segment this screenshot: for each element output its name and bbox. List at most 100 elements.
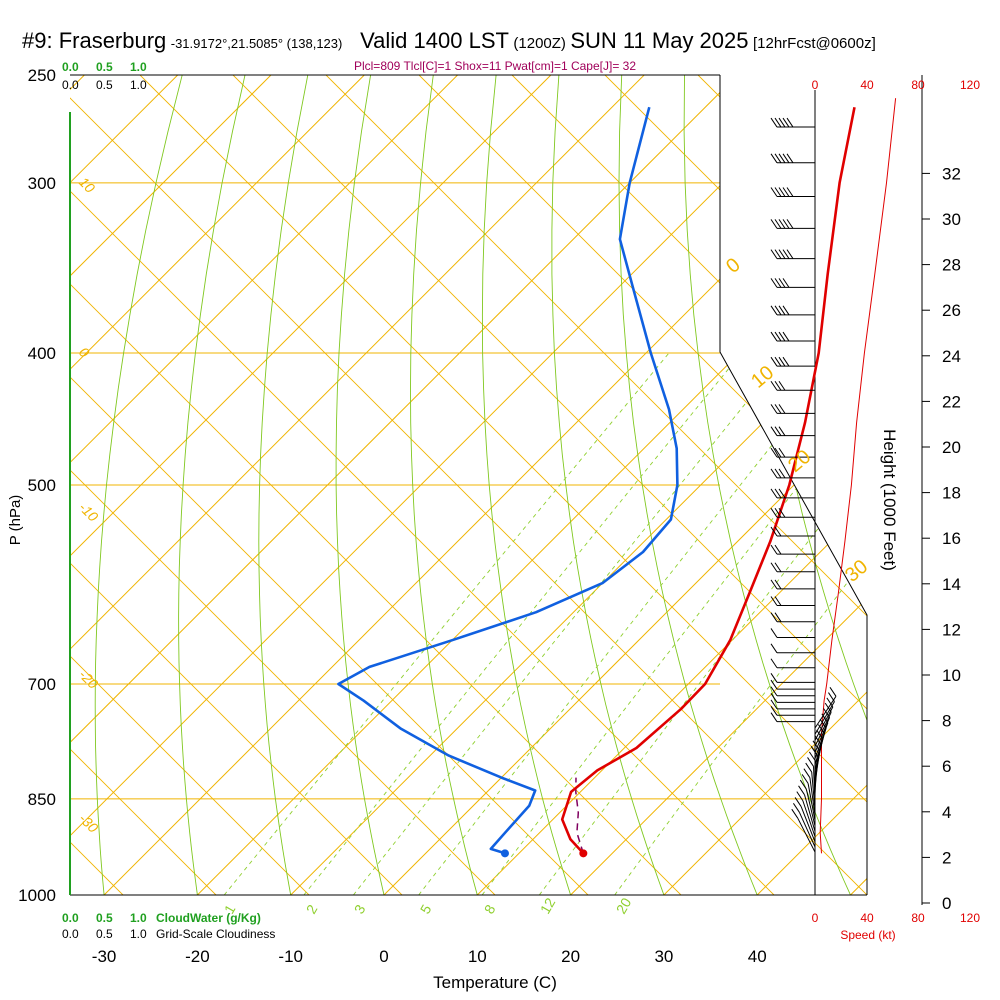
wind-barb — [770, 596, 815, 607]
pressure-tick-label: 250 — [28, 66, 56, 85]
wind-barb — [770, 526, 815, 537]
barb-staff — [814, 717, 831, 753]
cloud-water-scale-label: 0.5 — [96, 911, 113, 925]
mixing-ratio-line — [481, 352, 867, 895]
barb-feather — [770, 219, 778, 229]
cloudiness-scale-label: 0.5 — [96, 927, 113, 941]
barb-feather — [770, 612, 778, 622]
theta-label: 0 — [722, 254, 745, 278]
barb-feather — [770, 562, 778, 573]
barb-staff — [811, 771, 816, 810]
wind-barb — [770, 673, 815, 683]
background-lines — [0, 75, 867, 895]
wind-barb — [770, 380, 815, 391]
isotherm-line — [290, 75, 867, 895]
barb-feather — [801, 774, 809, 784]
barb-feather — [778, 278, 786, 288]
barb-staff — [800, 806, 816, 842]
barb-feather — [770, 117, 778, 128]
barb-feather — [770, 404, 778, 414]
barb-staff — [807, 783, 816, 821]
mixing-ratio-label: 3 — [351, 902, 369, 917]
pressure-tick-label: 850 — [28, 790, 56, 809]
wind-barb — [770, 544, 815, 555]
wind-barb — [770, 507, 815, 518]
mixing-ratio-line — [353, 352, 787, 895]
isotherm-line — [850, 75, 867, 895]
saturated-adiabat-line — [70, 75, 217, 895]
barb-feather — [770, 278, 778, 288]
barb-feather — [786, 249, 794, 259]
barb-feather — [808, 751, 816, 762]
barb-feather — [774, 562, 782, 573]
speed-tick-label: 0 — [812, 911, 819, 925]
wind-barb — [770, 643, 815, 654]
barb-feather — [770, 686, 778, 697]
barb-feather — [792, 803, 800, 813]
barb-staff — [804, 794, 816, 832]
saturated-adiabat-line — [0, 75, 30, 895]
temperature-tick-label: 20 — [561, 947, 580, 966]
theta-label: 30 — [841, 556, 872, 587]
saturated-adiabat-line — [70, 75, 775, 895]
barb-feather — [778, 187, 786, 197]
isotherm-line — [70, 75, 272, 895]
wind-barb — [770, 404, 815, 414]
barb-feather — [778, 219, 786, 229]
cloudiness-label: Grid-Scale Cloudiness — [156, 927, 275, 941]
cloud-water-scale-label: 1.0 — [130, 911, 147, 925]
speed-tick-label: 80 — [911, 78, 925, 92]
saturated-adiabat-line — [139, 75, 867, 895]
saturated-adiabat-line — [511, 75, 867, 895]
wind-barb — [770, 699, 815, 710]
barb-feather — [774, 219, 782, 229]
height-tick-label: 16 — [942, 529, 961, 548]
barb-feather — [778, 153, 786, 164]
barb-feather — [774, 117, 782, 128]
height-tick-label: 26 — [942, 301, 961, 320]
speed-tick-label: 0 — [812, 78, 819, 92]
speed-tick-label: 40 — [860, 78, 874, 92]
barb-feather — [770, 331, 778, 342]
barb-feather — [799, 779, 807, 790]
barb-feather — [770, 693, 778, 703]
axes — [69, 74, 923, 905]
barb-feather — [770, 153, 778, 164]
barb-feather — [798, 785, 805, 796]
cloud-water-scale-label: 0.5 — [96, 60, 113, 74]
saturated-adiabat-line — [325, 75, 867, 895]
temperature-line — [560, 106, 856, 855]
pressure-tick-label: 500 — [28, 476, 56, 495]
wind-barb — [770, 706, 815, 716]
mixing-ratio-line — [418, 352, 846, 895]
wind-barb — [770, 658, 815, 669]
cloudiness-scale-label: 1.0 — [130, 927, 147, 941]
barb-feather — [774, 468, 782, 479]
barb-feather — [770, 447, 778, 458]
barb-feather — [774, 579, 782, 590]
cloud-water-scale-label: 1.0 — [130, 60, 147, 74]
barb-feather — [803, 768, 811, 778]
dry-adiabat-line — [178, 75, 246, 895]
profile-clip-group — [337, 106, 856, 858]
barb-feather — [778, 305, 786, 316]
barb-feather — [770, 305, 778, 316]
barb-feather — [778, 468, 786, 479]
height-axis-title: Height (1000 Feet) — [880, 429, 899, 571]
barb-staff — [814, 722, 829, 759]
isotherm-label: 0 — [76, 344, 93, 361]
height-tick-label: 30 — [942, 210, 961, 229]
temperature-tick-label: 0 — [379, 947, 388, 966]
mixing-ratio-label: 2 — [303, 902, 321, 917]
barb-feather — [770, 380, 778, 391]
barb-staff — [814, 696, 837, 729]
barb-feather — [774, 526, 782, 537]
wind-barb — [792, 803, 816, 848]
barb-feather — [778, 404, 786, 414]
parcel-parameters: Plcl=809 Tlcl[C]=1 Shox=11 Pwat[cm]=1 Ca… — [353, 59, 637, 73]
barb-feather — [782, 331, 790, 342]
isotherm-line — [70, 75, 738, 895]
barb-feather — [770, 699, 778, 710]
wind-barb — [770, 468, 815, 479]
isotherm-line — [197, 75, 867, 895]
